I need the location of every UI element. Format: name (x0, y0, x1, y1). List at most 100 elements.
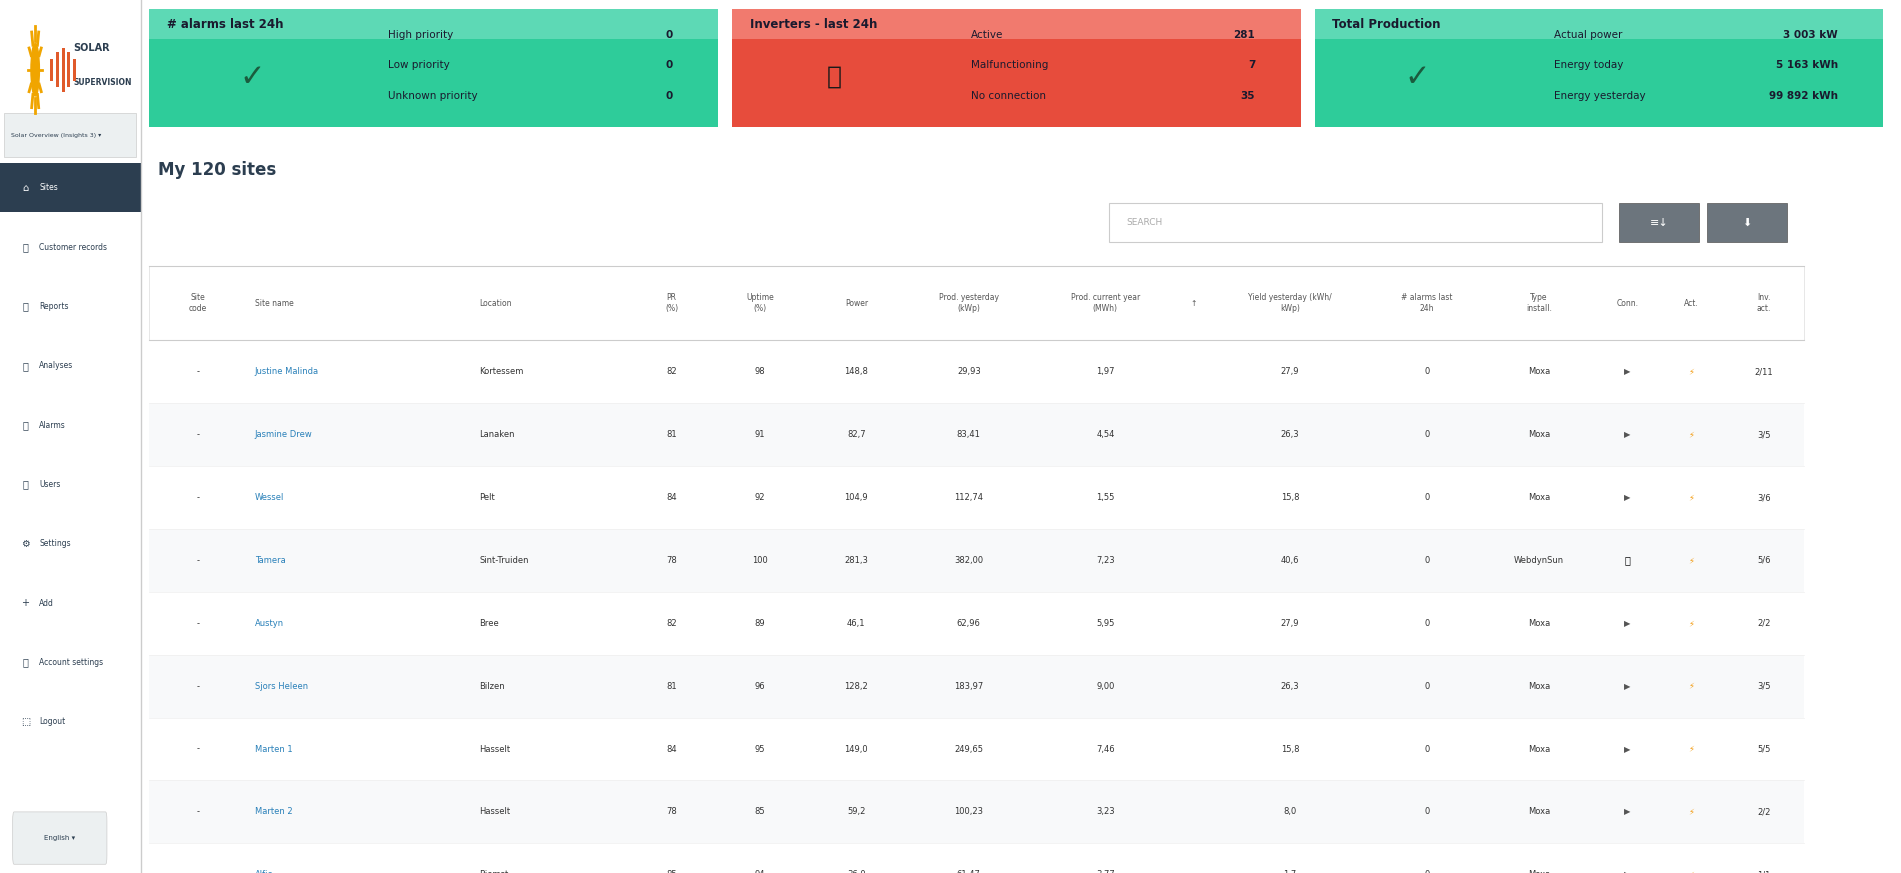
FancyBboxPatch shape (72, 58, 76, 80)
Text: ✓: ✓ (240, 63, 264, 92)
Text: Moxa: Moxa (1528, 430, 1549, 439)
Text: Sint-Truiden: Sint-Truiden (479, 556, 528, 565)
Text: Alarms: Alarms (40, 421, 67, 430)
Text: Pelt: Pelt (479, 493, 496, 502)
FancyBboxPatch shape (150, 843, 1804, 873)
Text: Analyses: Analyses (40, 361, 74, 370)
Text: Marten 2: Marten 2 (255, 808, 293, 816)
Text: Bilzen: Bilzen (479, 682, 506, 691)
FancyBboxPatch shape (49, 58, 53, 80)
Text: 183,97: 183,97 (954, 682, 983, 691)
Text: Justine Malinda: Justine Malinda (255, 368, 319, 376)
Text: Hasselt: Hasselt (479, 745, 511, 753)
Text: Customer records: Customer records (40, 243, 106, 251)
Text: ⚡: ⚡ (1688, 745, 1694, 753)
Text: 1,55: 1,55 (1097, 493, 1114, 502)
Text: 1/1: 1/1 (1757, 870, 1770, 873)
Text: 92: 92 (755, 493, 766, 502)
Text: SUPERVISION: SUPERVISION (72, 79, 131, 87)
Text: Moxa: Moxa (1528, 870, 1549, 873)
Text: Austyn: Austyn (255, 619, 283, 628)
FancyBboxPatch shape (150, 466, 1804, 529)
Text: 62,96: 62,96 (956, 619, 981, 628)
Text: Marten 1: Marten 1 (255, 745, 293, 753)
Text: -: - (196, 493, 200, 502)
Text: Energy today: Energy today (1553, 60, 1623, 71)
Text: -: - (196, 808, 200, 816)
Text: -: - (196, 619, 200, 628)
FancyBboxPatch shape (150, 655, 1804, 718)
Text: No connection: No connection (971, 91, 1046, 101)
Text: 3/6: 3/6 (1757, 493, 1772, 502)
Text: Tamera: Tamera (255, 556, 285, 565)
FancyBboxPatch shape (1108, 203, 1603, 242)
Text: Malfunctioning: Malfunctioning (971, 60, 1047, 71)
Text: Add: Add (40, 599, 55, 608)
Text: 0: 0 (1424, 870, 1430, 873)
Text: 89: 89 (755, 619, 766, 628)
Text: Moxa: Moxa (1528, 368, 1549, 376)
Text: Moxa: Moxa (1528, 682, 1549, 691)
Text: ↑: ↑ (1190, 299, 1198, 308)
FancyBboxPatch shape (1620, 203, 1699, 242)
FancyBboxPatch shape (67, 52, 70, 87)
Text: 26,3: 26,3 (1281, 430, 1300, 439)
Text: 82: 82 (665, 619, 677, 628)
Text: 78: 78 (665, 808, 677, 816)
Text: 🔔: 🔔 (23, 420, 29, 430)
Text: 281: 281 (1234, 30, 1255, 39)
Text: 👤: 👤 (23, 242, 29, 252)
Text: Reports: Reports (40, 302, 68, 311)
FancyBboxPatch shape (61, 48, 65, 92)
Text: 85: 85 (665, 870, 677, 873)
Text: 84: 84 (665, 745, 677, 753)
Text: 7,23: 7,23 (1097, 556, 1114, 565)
Text: +: + (21, 598, 29, 608)
Text: ▶: ▶ (1623, 808, 1631, 816)
Text: 81: 81 (665, 430, 677, 439)
FancyBboxPatch shape (150, 780, 1804, 843)
Text: Lanaken: Lanaken (479, 430, 515, 439)
Text: Conn.: Conn. (1616, 299, 1639, 308)
Text: Inv.
act.: Inv. act. (1757, 293, 1772, 313)
Text: 149,0: 149,0 (844, 745, 869, 753)
Text: Location: Location (479, 299, 511, 308)
Text: 3/5: 3/5 (1757, 430, 1770, 439)
Text: WebdynSun: WebdynSun (1513, 556, 1565, 565)
Text: ⚡: ⚡ (1688, 870, 1694, 873)
FancyBboxPatch shape (141, 135, 1901, 873)
Text: 0: 0 (1424, 619, 1430, 628)
Text: 82,7: 82,7 (848, 430, 865, 439)
Text: 📖: 📖 (23, 301, 29, 312)
FancyBboxPatch shape (1315, 9, 1884, 39)
Text: SEARCH: SEARCH (1127, 218, 1163, 227)
FancyBboxPatch shape (150, 9, 719, 127)
Text: ≡↓: ≡↓ (1650, 217, 1669, 228)
Text: ⚡: ⚡ (1688, 368, 1694, 376)
Text: 59,2: 59,2 (848, 808, 865, 816)
Text: ⬚: ⬚ (21, 717, 30, 727)
FancyBboxPatch shape (150, 266, 1804, 340)
Text: 0: 0 (1424, 682, 1430, 691)
Text: 2/11: 2/11 (1755, 368, 1774, 376)
Text: 112,74: 112,74 (954, 493, 983, 502)
Text: 9,00: 9,00 (1097, 682, 1114, 691)
Text: Type
install.: Type install. (1527, 293, 1551, 313)
Text: Riemst: Riemst (479, 870, 509, 873)
FancyBboxPatch shape (55, 52, 59, 87)
Text: ⬇: ⬇ (1743, 217, 1751, 228)
Text: 0: 0 (1424, 430, 1430, 439)
FancyBboxPatch shape (1315, 9, 1884, 127)
Text: -: - (196, 556, 200, 565)
Text: Prod. current year
(MWh): Prod. current year (MWh) (1070, 293, 1141, 313)
Text: 27,9: 27,9 (1281, 368, 1300, 376)
Text: Moxa: Moxa (1528, 745, 1549, 753)
Text: 15,8: 15,8 (1281, 493, 1300, 502)
Text: ⚙: ⚙ (21, 539, 30, 549)
FancyBboxPatch shape (150, 718, 1804, 780)
FancyBboxPatch shape (0, 0, 141, 873)
Text: 4,54: 4,54 (1097, 430, 1114, 439)
Text: 82: 82 (665, 368, 677, 376)
Text: 3,23: 3,23 (1097, 808, 1114, 816)
FancyBboxPatch shape (13, 812, 106, 864)
